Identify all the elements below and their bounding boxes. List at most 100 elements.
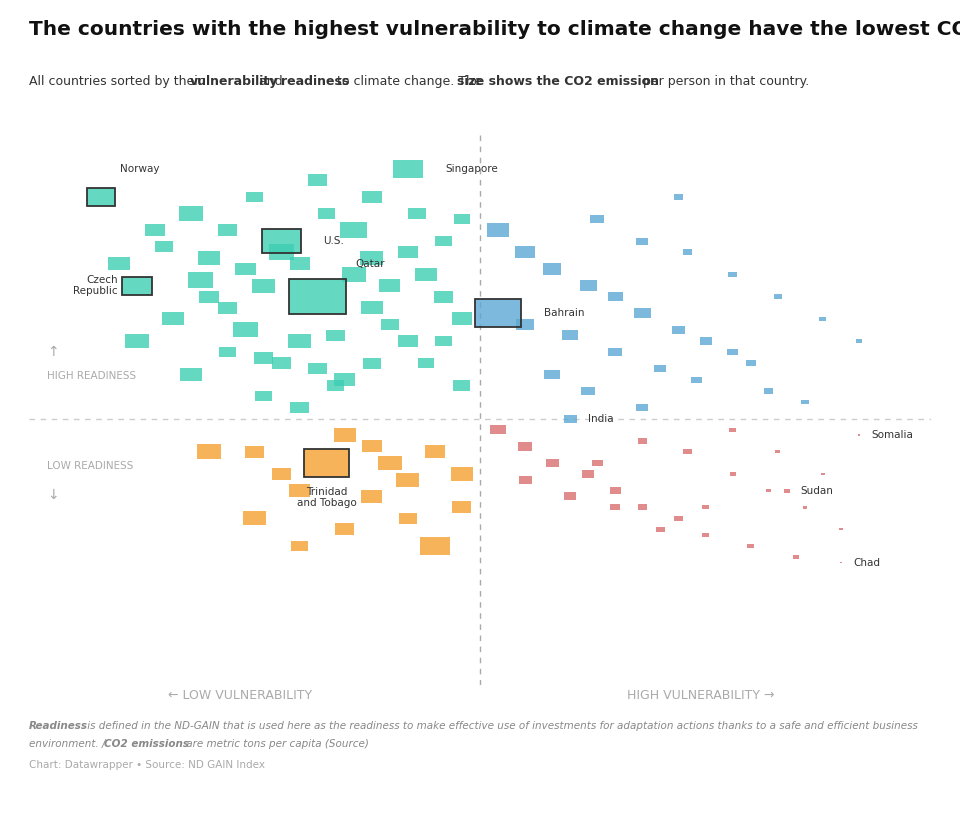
Bar	[545, 459, 559, 467]
Bar	[235, 262, 255, 275]
Bar	[672, 326, 685, 334]
Bar	[253, 351, 274, 363]
Text: environment. /: environment. /	[29, 739, 108, 749]
Bar	[747, 544, 755, 548]
Text: is defined in the ND-GAIN that is used here as the readiness to make effective u: is defined in the ND-GAIN that is used h…	[84, 721, 919, 731]
Bar	[360, 251, 383, 265]
Bar	[420, 537, 449, 555]
Bar	[290, 258, 309, 270]
Bar	[218, 224, 237, 236]
Bar	[415, 268, 437, 281]
Bar	[487, 223, 509, 237]
Bar	[674, 194, 684, 200]
Bar	[334, 429, 355, 442]
Bar	[255, 391, 272, 402]
Bar	[580, 280, 597, 291]
Bar	[308, 174, 327, 187]
Text: ↑: ↑	[47, 345, 59, 359]
Bar	[516, 319, 535, 330]
Bar	[453, 380, 470, 390]
Bar	[155, 241, 174, 253]
Bar	[398, 335, 418, 347]
Bar	[245, 446, 264, 458]
Bar	[839, 528, 843, 531]
Bar	[803, 506, 807, 509]
Bar	[766, 489, 772, 492]
Bar	[582, 386, 595, 395]
Bar	[361, 490, 382, 503]
Bar	[637, 438, 647, 443]
Bar	[562, 330, 579, 341]
Bar	[188, 272, 213, 288]
Bar	[198, 444, 221, 459]
Text: The countries with the highest vulnerability to climate change have the lowest C: The countries with the highest vulnerabi…	[29, 20, 960, 39]
Bar	[180, 368, 203, 381]
Bar	[273, 469, 291, 479]
Text: Chad: Chad	[853, 557, 880, 568]
Text: readiness: readiness	[281, 75, 349, 88]
Bar	[308, 363, 326, 374]
Bar	[289, 279, 347, 315]
Bar	[408, 208, 426, 219]
Bar	[655, 365, 666, 372]
Text: size shows the CO2 emission: size shows the CO2 emission	[457, 75, 659, 88]
Bar	[684, 449, 691, 454]
Bar	[729, 272, 737, 277]
Text: LOW READINESS: LOW READINESS	[47, 461, 133, 471]
Bar	[145, 224, 165, 236]
Text: CO2 emissions: CO2 emissions	[104, 739, 189, 749]
Bar	[764, 388, 773, 394]
Bar	[609, 348, 622, 356]
Text: Trinidad
and Tobago: Trinidad and Tobago	[297, 487, 356, 509]
Bar	[475, 299, 521, 328]
Bar	[436, 336, 452, 346]
Bar	[304, 449, 349, 477]
Bar	[702, 533, 709, 537]
Bar	[361, 301, 383, 315]
Bar	[393, 160, 422, 178]
Bar	[636, 237, 648, 245]
Bar	[656, 526, 665, 532]
Text: Readiness: Readiness	[29, 721, 87, 731]
Bar	[840, 562, 842, 563]
Bar	[608, 292, 623, 302]
Text: U.S.: U.S.	[324, 236, 345, 246]
Bar	[340, 222, 367, 238]
Bar	[543, 263, 562, 275]
Bar	[87, 188, 115, 205]
Bar	[218, 302, 237, 314]
Bar	[801, 399, 808, 404]
Bar	[821, 473, 825, 475]
Bar	[269, 244, 295, 260]
Bar	[451, 312, 472, 325]
Bar	[583, 470, 594, 478]
Bar	[436, 236, 452, 246]
Bar	[288, 334, 311, 348]
Bar	[398, 246, 418, 258]
Bar	[564, 415, 577, 423]
Bar	[590, 215, 604, 223]
Bar	[326, 330, 345, 341]
Bar	[730, 428, 736, 432]
Bar	[518, 442, 532, 451]
Bar	[611, 504, 620, 510]
Text: Sudan: Sudan	[801, 486, 833, 496]
Bar	[634, 308, 651, 319]
Bar	[342, 267, 366, 282]
Bar	[200, 290, 219, 303]
Bar	[335, 523, 354, 535]
Bar	[730, 472, 735, 476]
Bar	[108, 257, 130, 270]
Bar	[452, 501, 471, 513]
Bar	[362, 191, 382, 203]
Text: Qatar: Qatar	[355, 259, 385, 269]
Bar	[327, 380, 344, 390]
Bar	[123, 276, 152, 294]
Text: vulnerability: vulnerability	[190, 75, 278, 88]
Bar	[318, 209, 335, 218]
Bar	[683, 249, 692, 255]
Text: Bahrain: Bahrain	[543, 308, 584, 319]
Bar	[700, 337, 711, 345]
Bar	[304, 449, 349, 477]
Bar	[419, 359, 434, 368]
